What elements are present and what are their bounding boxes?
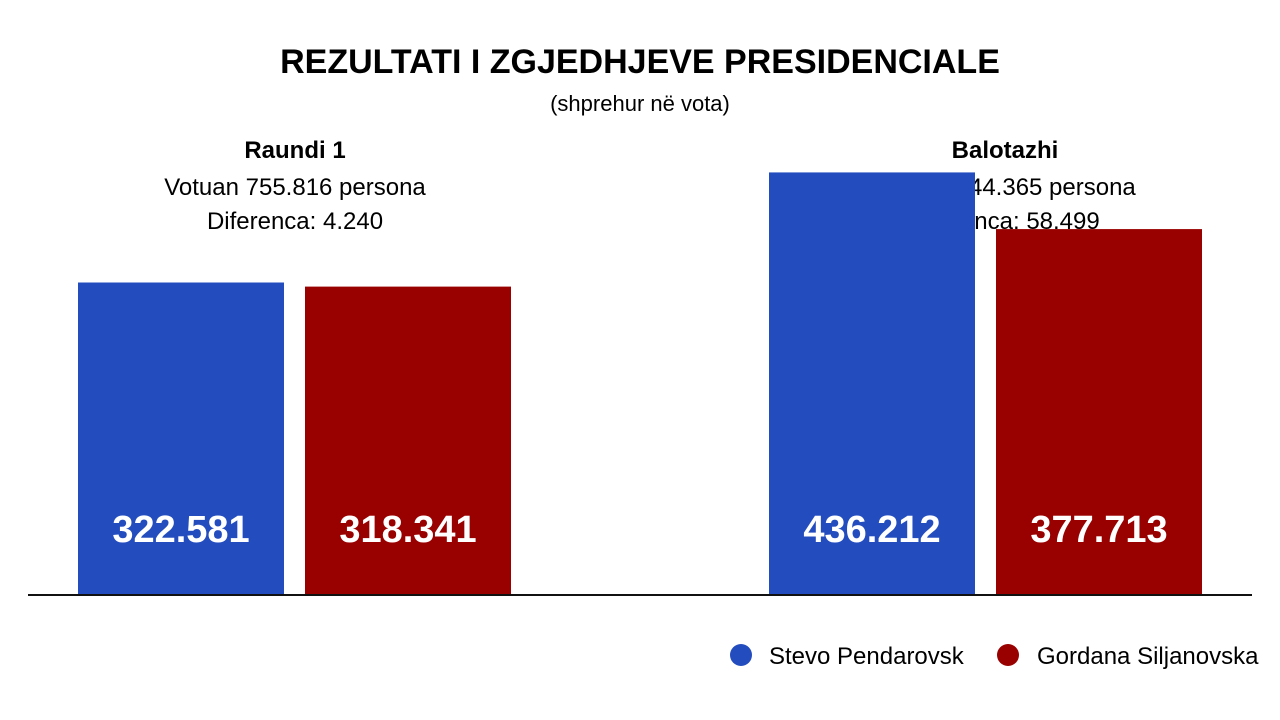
legend: Stevo Pendarovsk Gordana Siljanovska <box>730 643 1259 670</box>
bars: 322.581 436.212 318.341 377.713 <box>78 172 1202 596</box>
group-difference: Diferenca: 4.240 <box>207 208 383 235</box>
bar <box>305 286 511 595</box>
category-groups: Raundi 1 Votuan 755.816 persona Diferenca:… <box>164 137 1136 235</box>
chart-subtitle: (shprehur në vota) <box>550 91 730 116</box>
legend-label: Gordana Siljanovska <box>1037 643 1259 670</box>
bar-value-label: 436.212 <box>803 509 940 551</box>
chart-title: REZULTATI I ZGJEDHJEVE PRESIDENCIALE <box>280 43 1000 81</box>
legend-swatch <box>730 644 752 666</box>
group-title: Balotazhi <box>952 137 1059 164</box>
bar <box>769 172 975 596</box>
legend-label: Stevo Pendarovsk <box>769 643 965 670</box>
group-turnout: Votuan 755.816 persona <box>164 174 426 201</box>
group-title: Raundi 1 <box>244 137 345 164</box>
bar-value-label: 322.581 <box>112 509 249 551</box>
bar <box>78 282 284 595</box>
bar-value-label: 318.341 <box>339 509 476 551</box>
bar <box>996 229 1202 596</box>
bar-value-label: 377.713 <box>1030 509 1167 551</box>
legend-swatch <box>997 644 1019 666</box>
